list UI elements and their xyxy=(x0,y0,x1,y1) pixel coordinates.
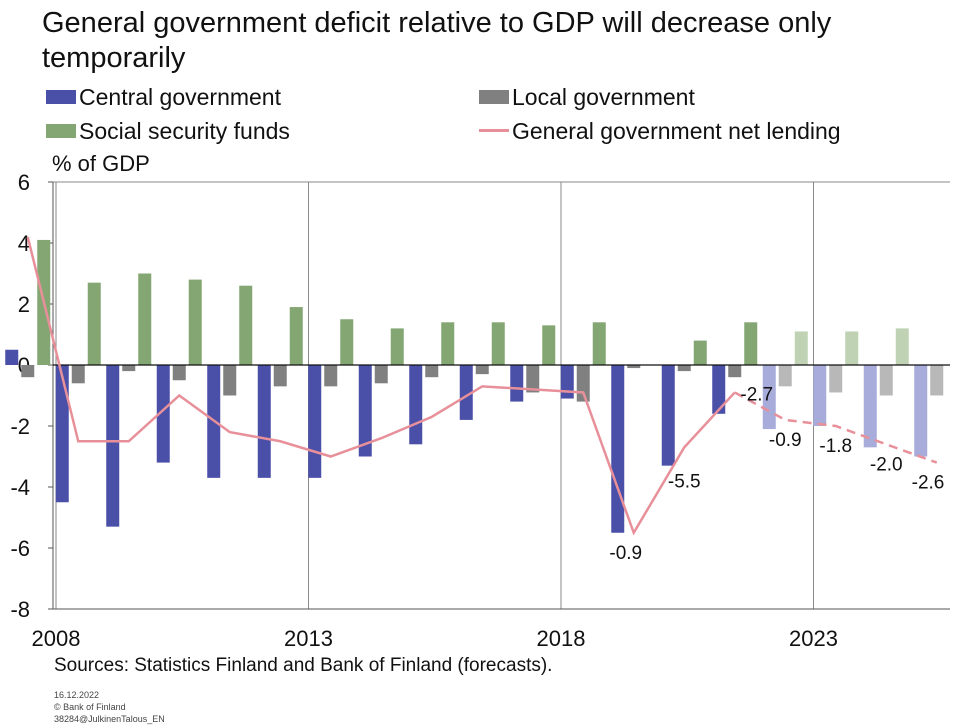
bar-central-government-2022 xyxy=(762,365,776,430)
bar-social-security-funds-2008 xyxy=(87,282,101,365)
data-label-2024: -2.0 xyxy=(870,454,903,475)
bar-local-government-2007 xyxy=(21,365,35,378)
bar-social-security-funds-2010 xyxy=(188,279,202,365)
bar-social-security-funds-2024 xyxy=(895,328,909,365)
x-tick-label: 2013 xyxy=(284,626,333,651)
bar-social-security-funds-2012 xyxy=(289,307,303,365)
bar-central-government-2010 xyxy=(156,365,170,463)
footer-code: 38284@JulkinenTalous_EN xyxy=(54,714,165,724)
bar-social-security-funds-2014 xyxy=(390,328,404,365)
sources-note: Sources: Statistics Finland and Bank of … xyxy=(54,655,553,676)
x-tick-label: 2023 xyxy=(789,626,838,651)
bar-local-government-2016 xyxy=(475,365,489,375)
bar-local-government-2020 xyxy=(677,365,691,372)
bar-local-government-2024 xyxy=(879,365,893,396)
chart-title: General government deficit relative to G… xyxy=(42,7,832,74)
bar-local-government-2017 xyxy=(526,365,540,393)
bar-social-security-funds-2015 xyxy=(441,322,455,365)
bar-social-security-funds-2023 xyxy=(845,331,859,365)
bar-social-security-funds-2018 xyxy=(592,322,606,365)
bar-local-government-2025 xyxy=(930,365,944,396)
bar-central-government-2018 xyxy=(560,365,574,399)
y-axis-label: % of GDP xyxy=(52,151,150,176)
bar-local-government-2013 xyxy=(324,365,338,387)
legend-label-social-security-funds: Social security funds xyxy=(79,118,290,144)
y-tick-label: 6 xyxy=(18,170,30,195)
legend-label-central-government: Central government xyxy=(79,84,281,110)
bar-local-government-2015 xyxy=(425,365,439,378)
x-tick-label: 2018 xyxy=(537,626,586,651)
bar-central-government-2009 xyxy=(106,365,120,527)
bar-central-government-2008 xyxy=(55,365,69,503)
footer: 16.12.2022 © Bank of Finland 38284@Julki… xyxy=(54,689,165,725)
bar-social-security-funds-2022 xyxy=(794,331,808,365)
bar-central-government-2021 xyxy=(712,365,726,414)
y-tick-label: -6 xyxy=(10,536,30,561)
bar-central-government-2014 xyxy=(358,365,372,457)
legend-label-net-lending: General government net lending xyxy=(512,118,841,144)
data-label-2020: -5.5 xyxy=(668,471,701,492)
bar-central-government-2015 xyxy=(409,365,423,445)
bar-central-government-2013 xyxy=(308,365,322,478)
data-label-2019: -0.9 xyxy=(609,543,642,564)
data-label-2021: -2.7 xyxy=(740,384,773,405)
y-tick-label: -4 xyxy=(10,475,30,500)
legend-line-net-lending xyxy=(479,129,509,132)
bar-social-security-funds-2009 xyxy=(138,273,152,365)
bar-local-government-2009 xyxy=(122,365,136,372)
bar-local-government-2014 xyxy=(374,365,388,384)
footer-date: 16.12.2022 xyxy=(54,690,100,700)
data-label-2023: -1.8 xyxy=(819,436,852,457)
legend-swatch-central-government xyxy=(46,90,76,104)
bar-local-government-2011 xyxy=(223,365,237,396)
bar-local-government-2012 xyxy=(273,365,287,387)
bar-central-government-2012 xyxy=(257,365,271,478)
bar-central-government-2007 xyxy=(5,349,19,365)
net-lending-line-forecast xyxy=(734,391,938,464)
bar-local-government-2010 xyxy=(172,365,186,381)
bar-central-government-2020 xyxy=(661,365,675,466)
bar-central-government-2023 xyxy=(813,365,827,426)
net-lending-line-actual xyxy=(26,236,736,536)
bar-local-government-2008 xyxy=(71,365,85,384)
bar-social-security-funds-2013 xyxy=(340,319,354,365)
data-label-2025: -2.6 xyxy=(912,473,945,494)
legend-swatch-local-government xyxy=(479,90,509,104)
bar-social-security-funds-2011 xyxy=(239,285,253,365)
bar-central-government-2024 xyxy=(863,365,877,448)
bar-central-government-2017 xyxy=(510,365,524,402)
y-tick-label: 2 xyxy=(18,292,30,317)
bar-local-government-2019 xyxy=(627,365,641,369)
legend-label-local-government: Local government xyxy=(512,84,695,110)
bar-local-government-2023 xyxy=(829,365,843,393)
bar-central-government-2016 xyxy=(459,365,473,420)
y-tick-label: -8 xyxy=(10,597,30,622)
bar-central-government-2025 xyxy=(914,365,928,457)
bar-local-government-2022 xyxy=(778,365,792,387)
bar-social-security-funds-2021 xyxy=(744,322,758,365)
x-tick-label: 2008 xyxy=(32,626,81,651)
bar-social-security-funds-2017 xyxy=(542,325,556,365)
legend-swatch-social-security-funds xyxy=(46,124,76,138)
data-label-2022: -0.9 xyxy=(769,430,802,451)
bar-central-government-2019 xyxy=(611,365,625,533)
bar-social-security-funds-2020 xyxy=(693,340,707,365)
bar-local-government-2021 xyxy=(728,365,742,378)
y-tick-label: -2 xyxy=(10,414,30,439)
footer-copyright: © Bank of Finland xyxy=(54,702,126,712)
bar-social-security-funds-2016 xyxy=(491,322,505,365)
